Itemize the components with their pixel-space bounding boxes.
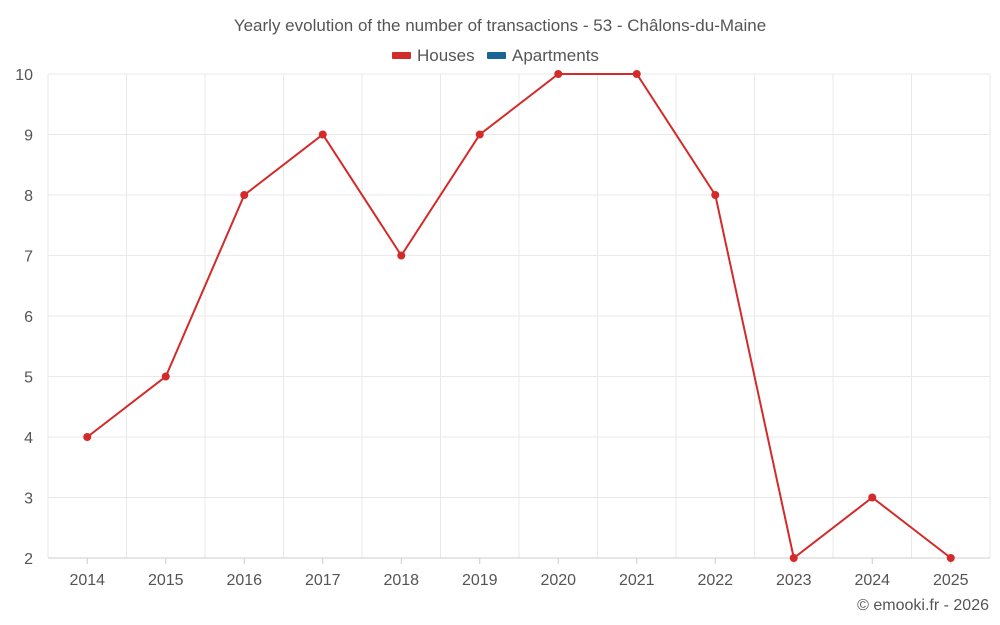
data-point-houses-2014[interactable] [83,433,92,441]
data-point-houses-2016[interactable] [240,191,249,199]
data-point-houses-2023[interactable] [789,554,798,562]
x-tick-label-2024: 2024 [854,572,890,589]
data-point-houses-2025[interactable] [946,554,955,562]
data-point-houses-2017[interactable] [318,130,327,139]
chart-title: Yearly evolution of the number of transa… [234,16,766,35]
y-tick-label-4: 4 [24,430,33,447]
x-tick-label-2020: 2020 [540,572,576,589]
series-line-houses [86,73,952,560]
y-tick-label-3: 3 [24,491,33,508]
x-tick-label-2014: 2014 [69,572,105,589]
y-tick-label-2: 2 [24,551,33,568]
data-point-houses-2019[interactable] [475,130,484,139]
x-tick-label-2018: 2018 [383,572,419,589]
axes: 2 3 4 5 6 7 8 9 10 2014 2015 2016 2017 2018 2019 2020 20… [15,67,990,589]
data-point-houses-2020[interactable] [554,70,563,78]
data-point-houses-2024[interactable] [868,493,877,502]
y-tick-label-10: 10 [15,67,33,84]
legend-swatch-houses [392,52,411,59]
data-point-houses-2021[interactable] [632,70,641,78]
x-tick-label-2016: 2016 [226,572,262,589]
legend-item-apartments[interactable]: Apartments [487,46,599,65]
legend-label-apartments: Apartments [512,46,599,65]
x-tick-label-2025: 2025 [933,572,969,589]
y-tick-label-8: 8 [24,188,33,205]
y-tick-label-7: 7 [24,249,33,266]
y-tick-label-9: 9 [24,128,33,145]
legend-item-houses[interactable]: Houses [392,46,475,65]
credit-text: © emooki.fr - 2026 [857,597,989,614]
data-point-houses-2015[interactable] [161,372,170,381]
legend-label-houses: Houses [417,46,475,65]
grid [47,73,991,558]
x-tick-label-2021: 2021 [619,572,655,589]
x-tick-label-2019: 2019 [462,572,498,589]
x-tick-label-2022: 2022 [697,572,733,589]
legend: Houses Apartments [392,46,599,65]
series-layer [83,70,955,562]
y-tick-label-5: 5 [24,370,33,387]
x-tick-label-2015: 2015 [148,572,184,589]
data-point-houses-2018[interactable] [397,251,406,260]
legend-swatch-apartments [487,52,506,59]
y-tick-label-6: 6 [24,309,33,326]
x-tick-label-2023: 2023 [776,572,812,589]
data-point-houses-2022[interactable] [711,191,720,199]
x-tick-label-2017: 2017 [305,572,341,589]
